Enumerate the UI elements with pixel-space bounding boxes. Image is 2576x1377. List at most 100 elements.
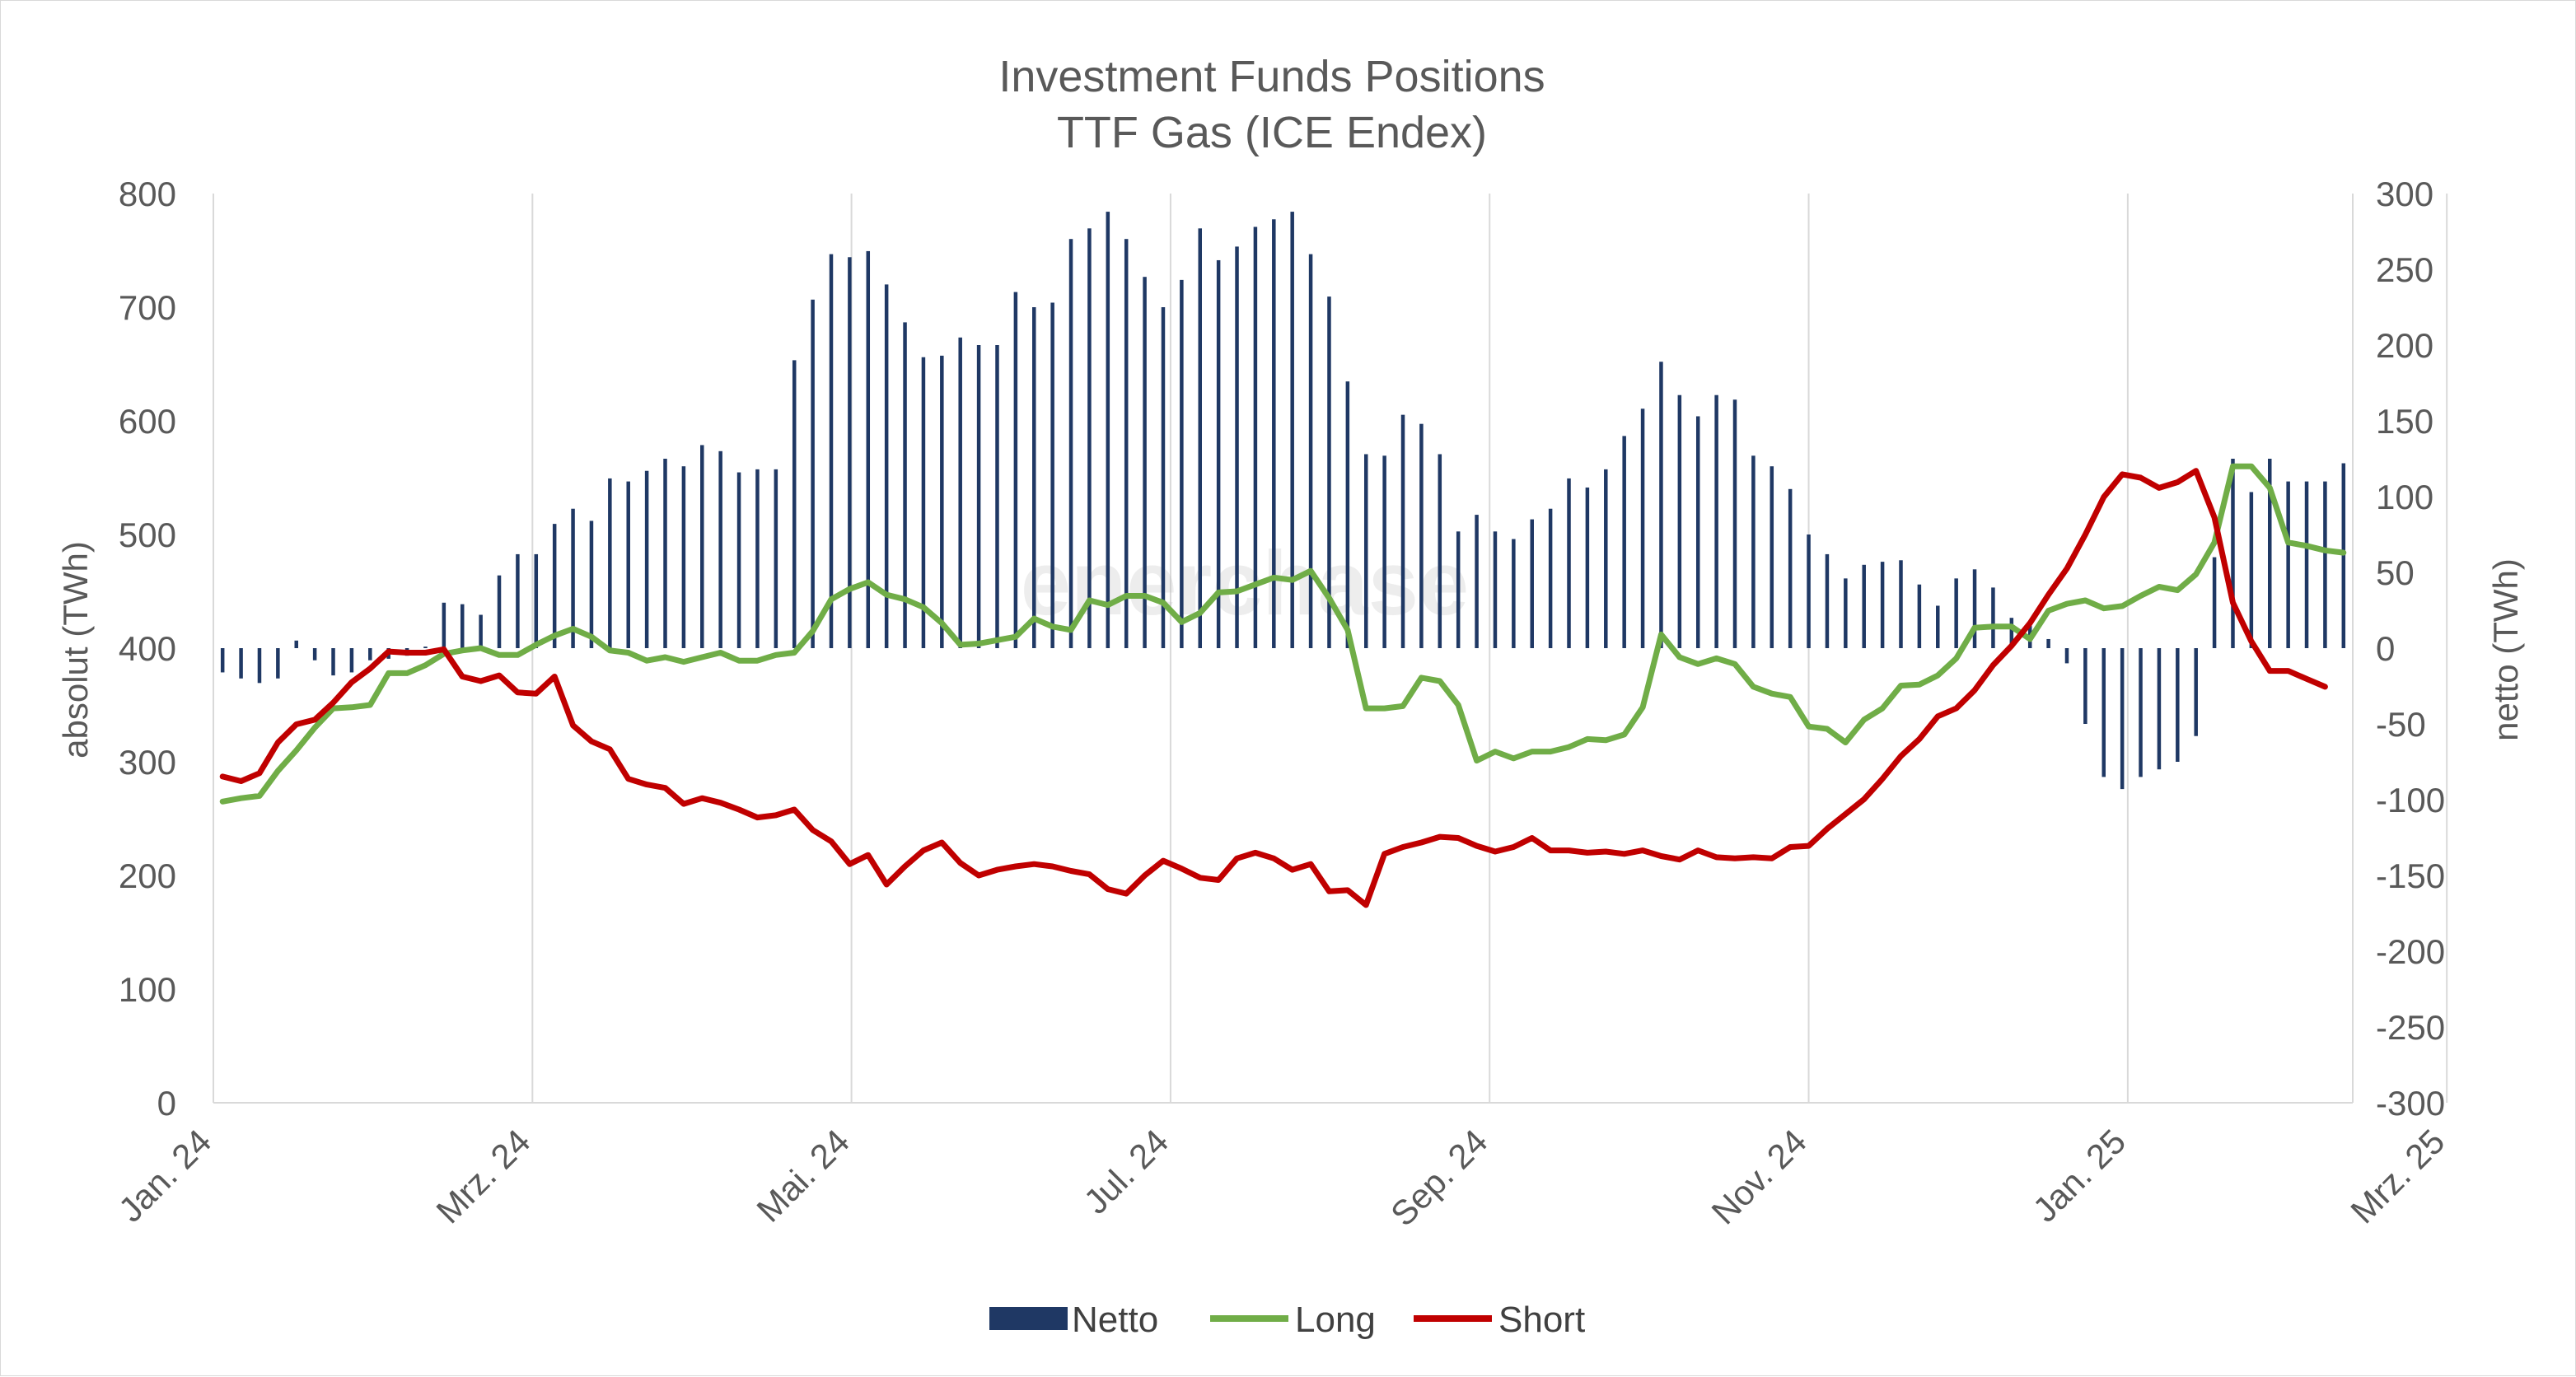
netto-bar [349, 648, 354, 673]
netto-bar [276, 648, 280, 679]
watermark: enerchase [1021, 533, 1469, 634]
netto-bar [1972, 569, 1977, 648]
netto-bar [1695, 416, 1700, 648]
netto-bar [1013, 292, 1018, 648]
x-tick-label: Mrz. 24 [428, 1122, 537, 1230]
netto-bar [2249, 492, 2254, 648]
y-right-tick-label: 250 [2376, 250, 2433, 289]
netto-bar [884, 284, 889, 648]
netto-bar [2304, 481, 2309, 648]
netto-bar [1032, 307, 1036, 648]
x-tick-label: Sep. 24 [1383, 1122, 1495, 1234]
legend-label-short: Short [1498, 1300, 1585, 1340]
netto-bar [644, 470, 649, 648]
y-axis-left-label: absolut (TWh) [56, 541, 95, 759]
netto-bar [1548, 508, 1553, 648]
netto-bar [571, 508, 575, 648]
netto-bar [2083, 648, 2087, 724]
netto-bar [1419, 423, 1424, 648]
netto-bar [1216, 259, 1221, 648]
y-left-tick-label: 500 [119, 516, 176, 554]
y-right-tick-label: -100 [2376, 781, 2445, 819]
netto-bar [1253, 226, 1258, 648]
y-right-tick-label: 150 [2376, 402, 2433, 441]
netto-bar [608, 478, 612, 648]
netto-bar [1363, 454, 1368, 648]
netto-bar [2212, 557, 2217, 648]
netto-bar [921, 357, 926, 648]
long-line [219, 463, 2347, 805]
netto-bar [1954, 578, 1958, 648]
netto-bar [1567, 478, 1571, 648]
netto-bar [1493, 531, 1498, 648]
netto-bar [1161, 307, 1166, 648]
netto-bar [1788, 488, 1793, 648]
netto-bar [589, 520, 594, 648]
y-right-tick-label: -250 [2376, 1008, 2445, 1047]
y-left-tick-label: 200 [119, 857, 176, 895]
netto-bar [2176, 648, 2180, 762]
netto-bar [2286, 481, 2290, 648]
netto-bar [829, 254, 834, 648]
netto-bar [1991, 587, 1995, 648]
netto-bar [958, 337, 962, 648]
y-axis-right-label: netto (TWh) [2486, 558, 2525, 741]
netto-bar [516, 553, 520, 648]
netto-bar [220, 648, 225, 673]
y-left-tick-label: 300 [119, 743, 176, 782]
netto-bar [2194, 648, 2198, 736]
netto-bar [1143, 277, 1147, 648]
netto-bar [423, 646, 428, 648]
y-right-tick-label: -200 [2376, 932, 2445, 971]
y-left-tick-label: 100 [119, 970, 176, 1009]
legend-swatch-netto [989, 1307, 1068, 1330]
y-left-tick-label: 700 [119, 288, 176, 327]
x-tick-label: Nov. 24 [1704, 1122, 1814, 1231]
netto-bars [220, 212, 2346, 790]
netto-bar [2323, 481, 2327, 648]
netto-bar [1640, 408, 1645, 648]
netto-bar [1770, 466, 1774, 648]
netto-bar [718, 450, 722, 648]
line-series [219, 463, 2347, 908]
netto-bar [1456, 531, 1461, 648]
netto-bar [903, 322, 907, 648]
netto-bar [534, 553, 539, 648]
netto-bar [2046, 638, 2050, 648]
y-right-tick-label: 100 [2376, 478, 2433, 516]
netto-bar [2268, 459, 2272, 648]
netto-bar [257, 648, 262, 684]
y-right-tick-label: -150 [2376, 857, 2445, 895]
netto-bar [312, 648, 317, 660]
netto-bar [848, 257, 852, 648]
y-right-tick-label: 200 [2376, 326, 2433, 365]
netto-bar [1512, 539, 1516, 648]
netto-bar [1807, 534, 1811, 648]
netto-bar [1198, 228, 1203, 648]
y-left-tick-label: 800 [119, 175, 176, 213]
netto-bar [866, 250, 871, 648]
netto-bar [1751, 455, 1756, 648]
netto-bar [2341, 463, 2346, 648]
netto-bar [331, 648, 335, 676]
netto-bar [792, 360, 797, 648]
netto-bar [368, 648, 372, 660]
netto-bar [1382, 455, 1386, 648]
netto-bar [2139, 648, 2143, 777]
netto-bar [736, 472, 741, 648]
netto-bar [774, 469, 778, 648]
y-right-tick-label: -300 [2376, 1084, 2445, 1123]
netto-bar [1622, 436, 1626, 648]
legend: Netto Long Short [989, 1300, 1585, 1340]
axes: Jan. 24 Mrz. 24 Mai. 24 Jul. 24 Sep. 24 Nov. … [111, 175, 2452, 1234]
netto-bar [1732, 399, 1737, 648]
chart-subtitle: TTF Gas (ICE Endex) [1057, 108, 1487, 157]
netto-bar [1050, 302, 1054, 648]
netto-bar [940, 355, 944, 648]
netto-bar [755, 469, 760, 648]
netto-bar [479, 614, 483, 648]
netto-bar [1106, 212, 1110, 649]
y-left-tick-label: 600 [119, 402, 176, 441]
netto-bar [1585, 487, 1590, 648]
